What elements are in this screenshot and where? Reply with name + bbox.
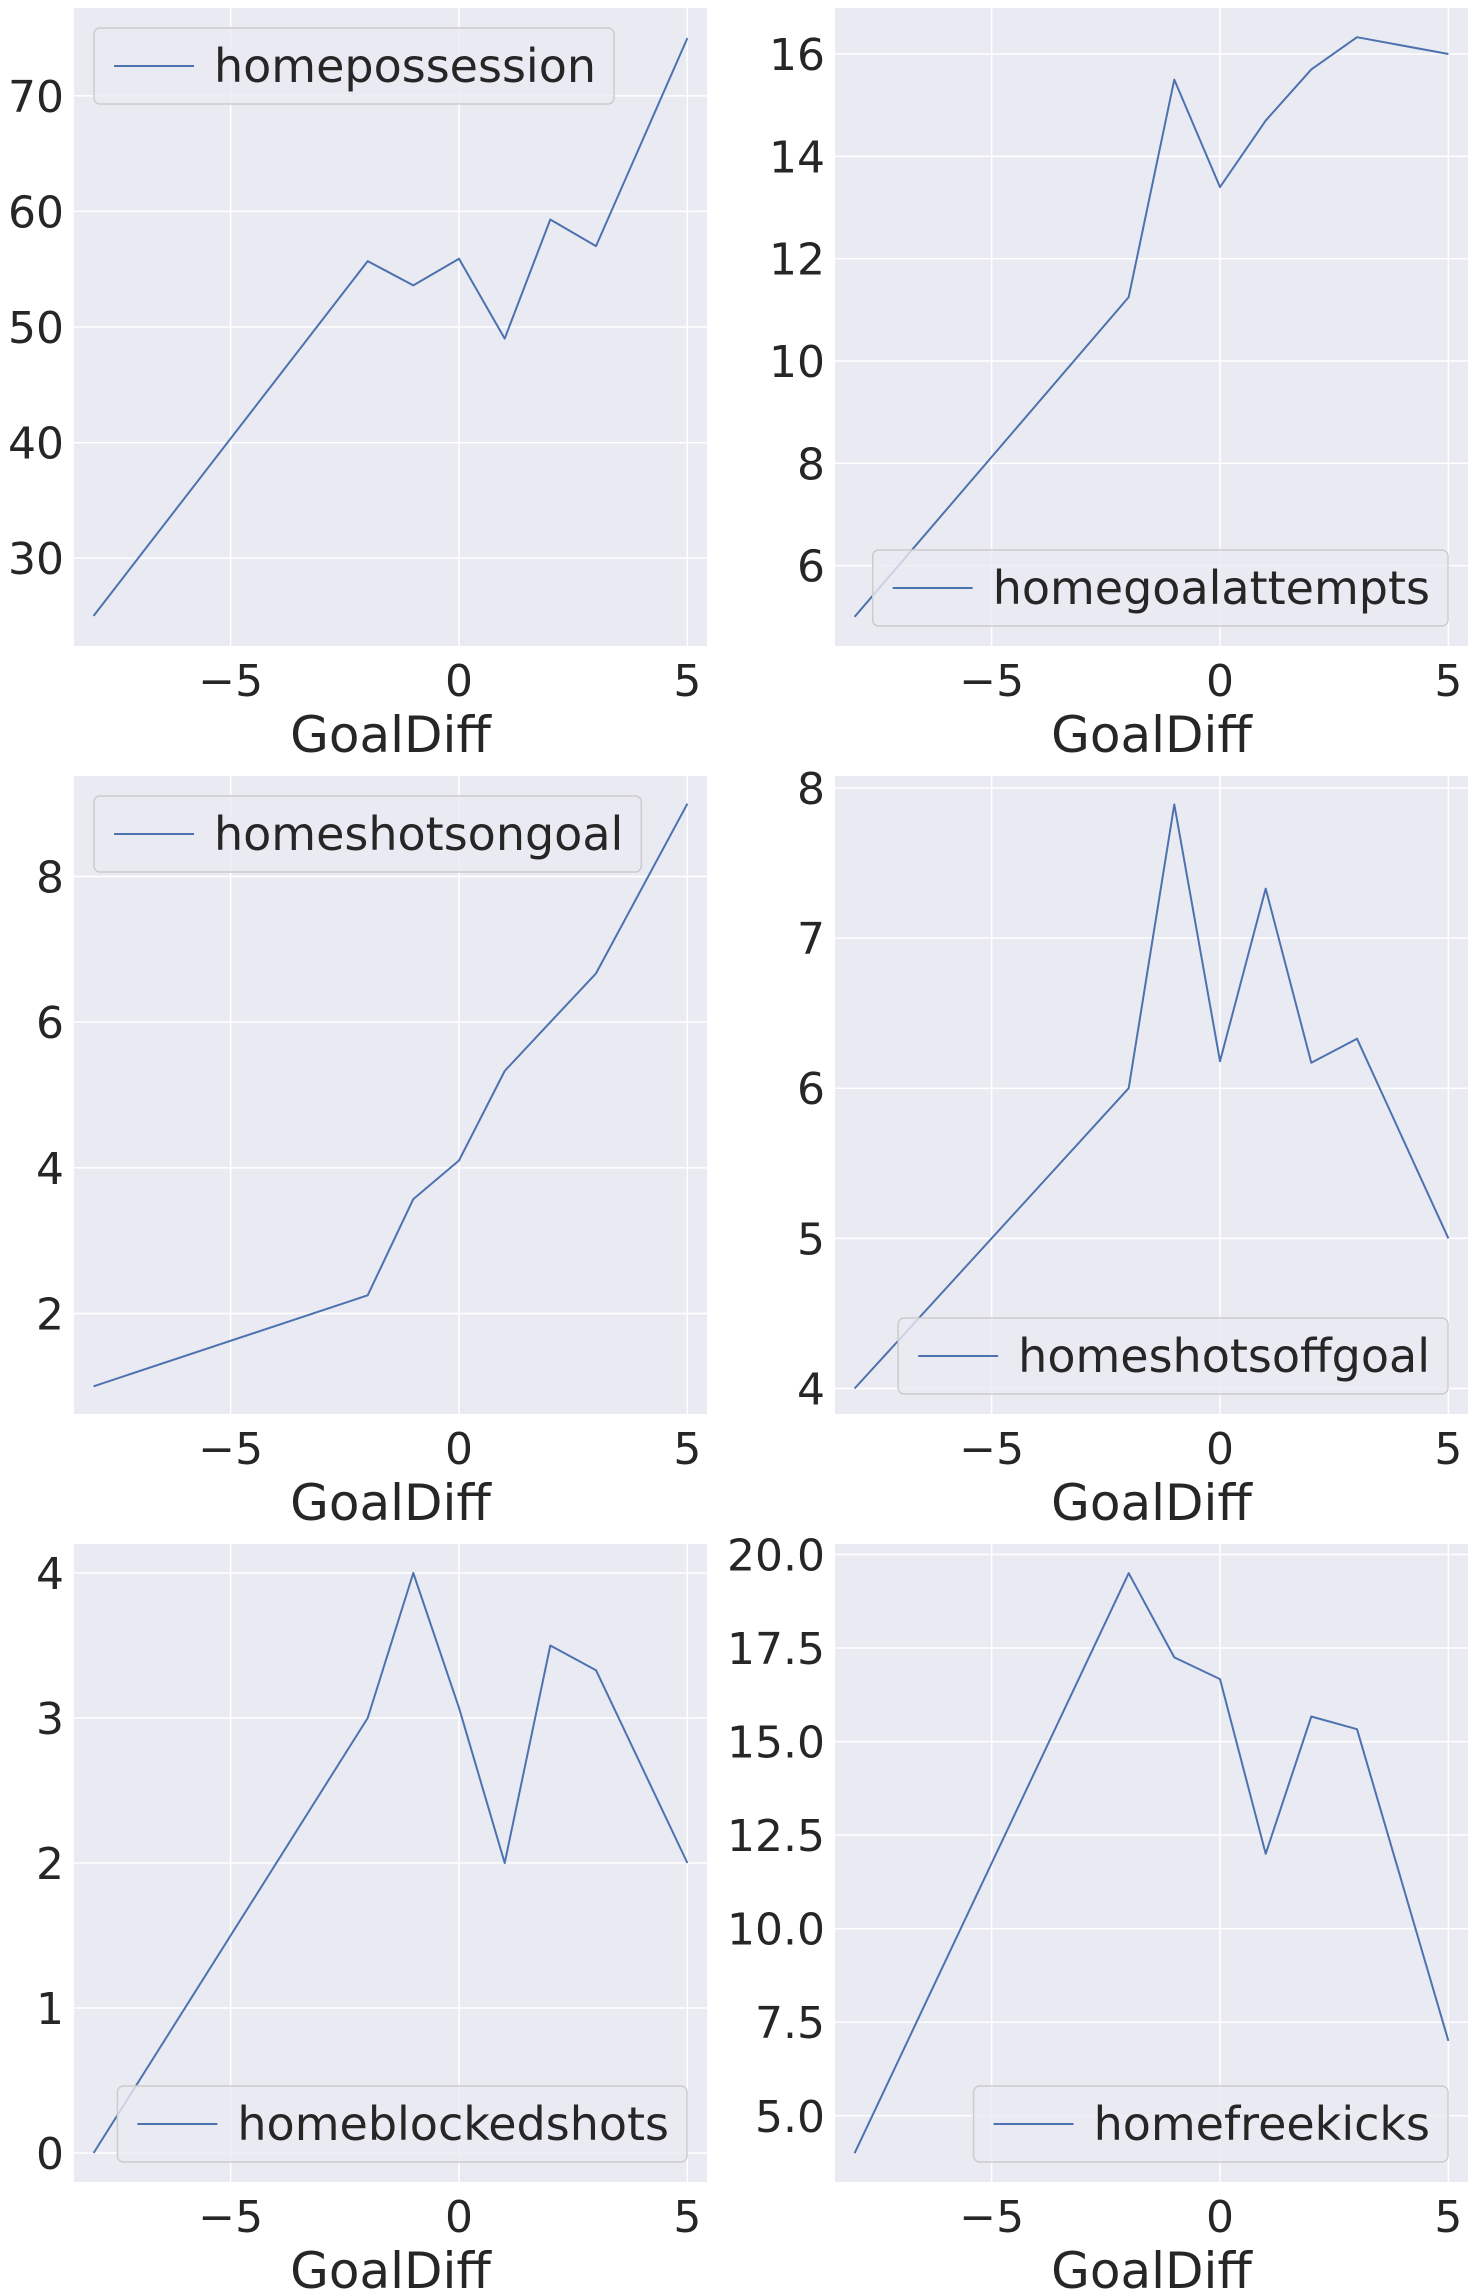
y-tick-label: 40 [8,419,64,470]
y-tick-label: 0 [36,2129,64,2180]
y-tick-label: 16 [769,30,825,81]
legend-label: homepossession [214,39,596,93]
y-tick-label: 14 [769,132,825,183]
legend: homeshotsoffgoal [897,1317,1449,1395]
chart-panel-6: −5 0 5 5.0 7.5 10.0 12.5 15.0 17.5 20.0 GoalDiff ho… [727,1530,1468,2292]
plot-area [835,8,1468,646]
y-tick-label: 20.0 [727,1530,825,1581]
y-tick-label: 12.5 [727,1811,825,1862]
legend-box [897,1317,1449,1395]
y-tick-label: 17.5 [727,1624,825,1675]
y-tick-label: 4 [797,1364,825,1415]
y-tick-label: 12 [769,235,825,286]
x-tick-label: −5 [198,1424,263,1475]
y-tick-label: 50 [8,303,64,354]
x-axis-label: GoalDiff [290,1474,492,1532]
x-tick-label: 5 [673,1424,701,1475]
x-tick-label: 0 [1206,1424,1234,1475]
x-tick-label: −5 [959,656,1024,707]
y-tick-label: 8 [797,439,825,490]
legend-box [972,2085,1449,2163]
legend: homepossession [93,27,615,105]
x-tick-label: 5 [673,2192,701,2243]
y-tick-label: 8 [36,853,64,904]
plot-area [835,776,1468,1414]
legend-label: homeshotsongoal [214,807,623,861]
y-tick-label: 4 [36,1549,64,1600]
y-tick-label: 6 [36,998,64,1049]
y-tick-label: 6 [797,542,825,593]
series-line-homefreekicks [853,1572,1450,2154]
y-tick-label: 60 [8,187,64,238]
legend-label: homeblockedshots [237,2097,669,2151]
plot-area [835,1544,1468,2182]
x-tick-label: 0 [445,2192,473,2243]
chart-panel-1: −5 0 5 30 40 50 60 70 GoalDiff homepossession [8,8,707,764]
x-axis-label: GoalDiff [1051,2242,1253,2292]
y-tick-label: 7 [797,914,825,965]
series-line-homegoalattempts [853,36,1449,618]
x-tick-label: 0 [1206,656,1234,707]
x-tick-label: −5 [198,656,263,707]
y-tick-label: 15.0 [727,1718,825,1769]
y-tick-label: 2 [36,1289,64,1340]
legend-label: homegoalattempts [993,561,1430,615]
x-axis-label: GoalDiff [290,706,492,764]
x-axis-label: GoalDiff [1051,706,1253,764]
x-tick-label: 0 [445,656,473,707]
y-tick-label: 8 [797,764,825,815]
y-tick-label: 10 [769,337,825,388]
legend: homeblockedshots [116,2085,688,2163]
x-tick-label: 5 [1434,1424,1462,1475]
y-tick-label: 4 [36,1144,64,1195]
x-tick-label: 5 [1434,2192,1462,2243]
legend-box [93,795,643,873]
chart-panel-2: −5 0 5 6 8 10 12 14 16 GoalDiff homegoalattempts [769,8,1468,764]
x-axis-label: GoalDiff [290,2242,492,2292]
series-line-homepossession [92,37,689,617]
y-tick-label: 6 [797,1064,825,1115]
y-tick-label: 5 [797,1214,825,1265]
y-tick-label: 7.5 [755,1998,825,2049]
series-line-homeshotsoffgoal [853,803,1450,1390]
y-tick-label: 2 [36,1839,64,1890]
chart-panel-4: −5 0 5 4 5 6 7 8 GoalDiff homeshotsoffgoal [797,764,1468,1532]
y-tick-label: 3 [36,1694,64,1745]
legend: homefreekicks [972,2085,1449,2163]
x-tick-label: −5 [959,2192,1024,2243]
legend-label: homeshotsoffgoal [1018,1329,1430,1383]
series-line-homeshotsongoal [93,803,689,1388]
x-axis-label: GoalDiff [1051,1474,1253,1532]
x-tick-label: 5 [673,656,701,707]
legend-label: homefreekicks [1094,2097,1430,2151]
x-tick-label: −5 [198,2192,263,2243]
y-tick-label: 30 [8,534,64,585]
y-tick-label: 1 [36,1984,64,2035]
x-tick-label: 0 [1206,2192,1234,2243]
plot-area [74,776,707,1414]
y-tick-label: 10.0 [727,1905,825,1956]
y-tick-label: 5.0 [755,2092,825,2143]
y-tick-label: 70 [8,72,64,123]
x-tick-label: −5 [959,1424,1024,1475]
legend-box [871,549,1449,627]
x-tick-label: 5 [1434,656,1462,707]
chart-panel-5: −5 0 5 0 1 2 3 4 GoalDiff homeblockedshots [36,1544,707,2292]
series-line-homeblockedshots [92,1572,689,2154]
legend: homeshotsongoal [93,795,643,873]
legend: homegoalattempts [871,549,1449,627]
legend-box [116,2085,688,2163]
x-tick-label: 0 [445,1424,473,1475]
legend-box [93,27,615,105]
chart-panel-3: −5 0 5 2 4 6 8 GoalDiff homeshotsongoal [36,776,707,1532]
